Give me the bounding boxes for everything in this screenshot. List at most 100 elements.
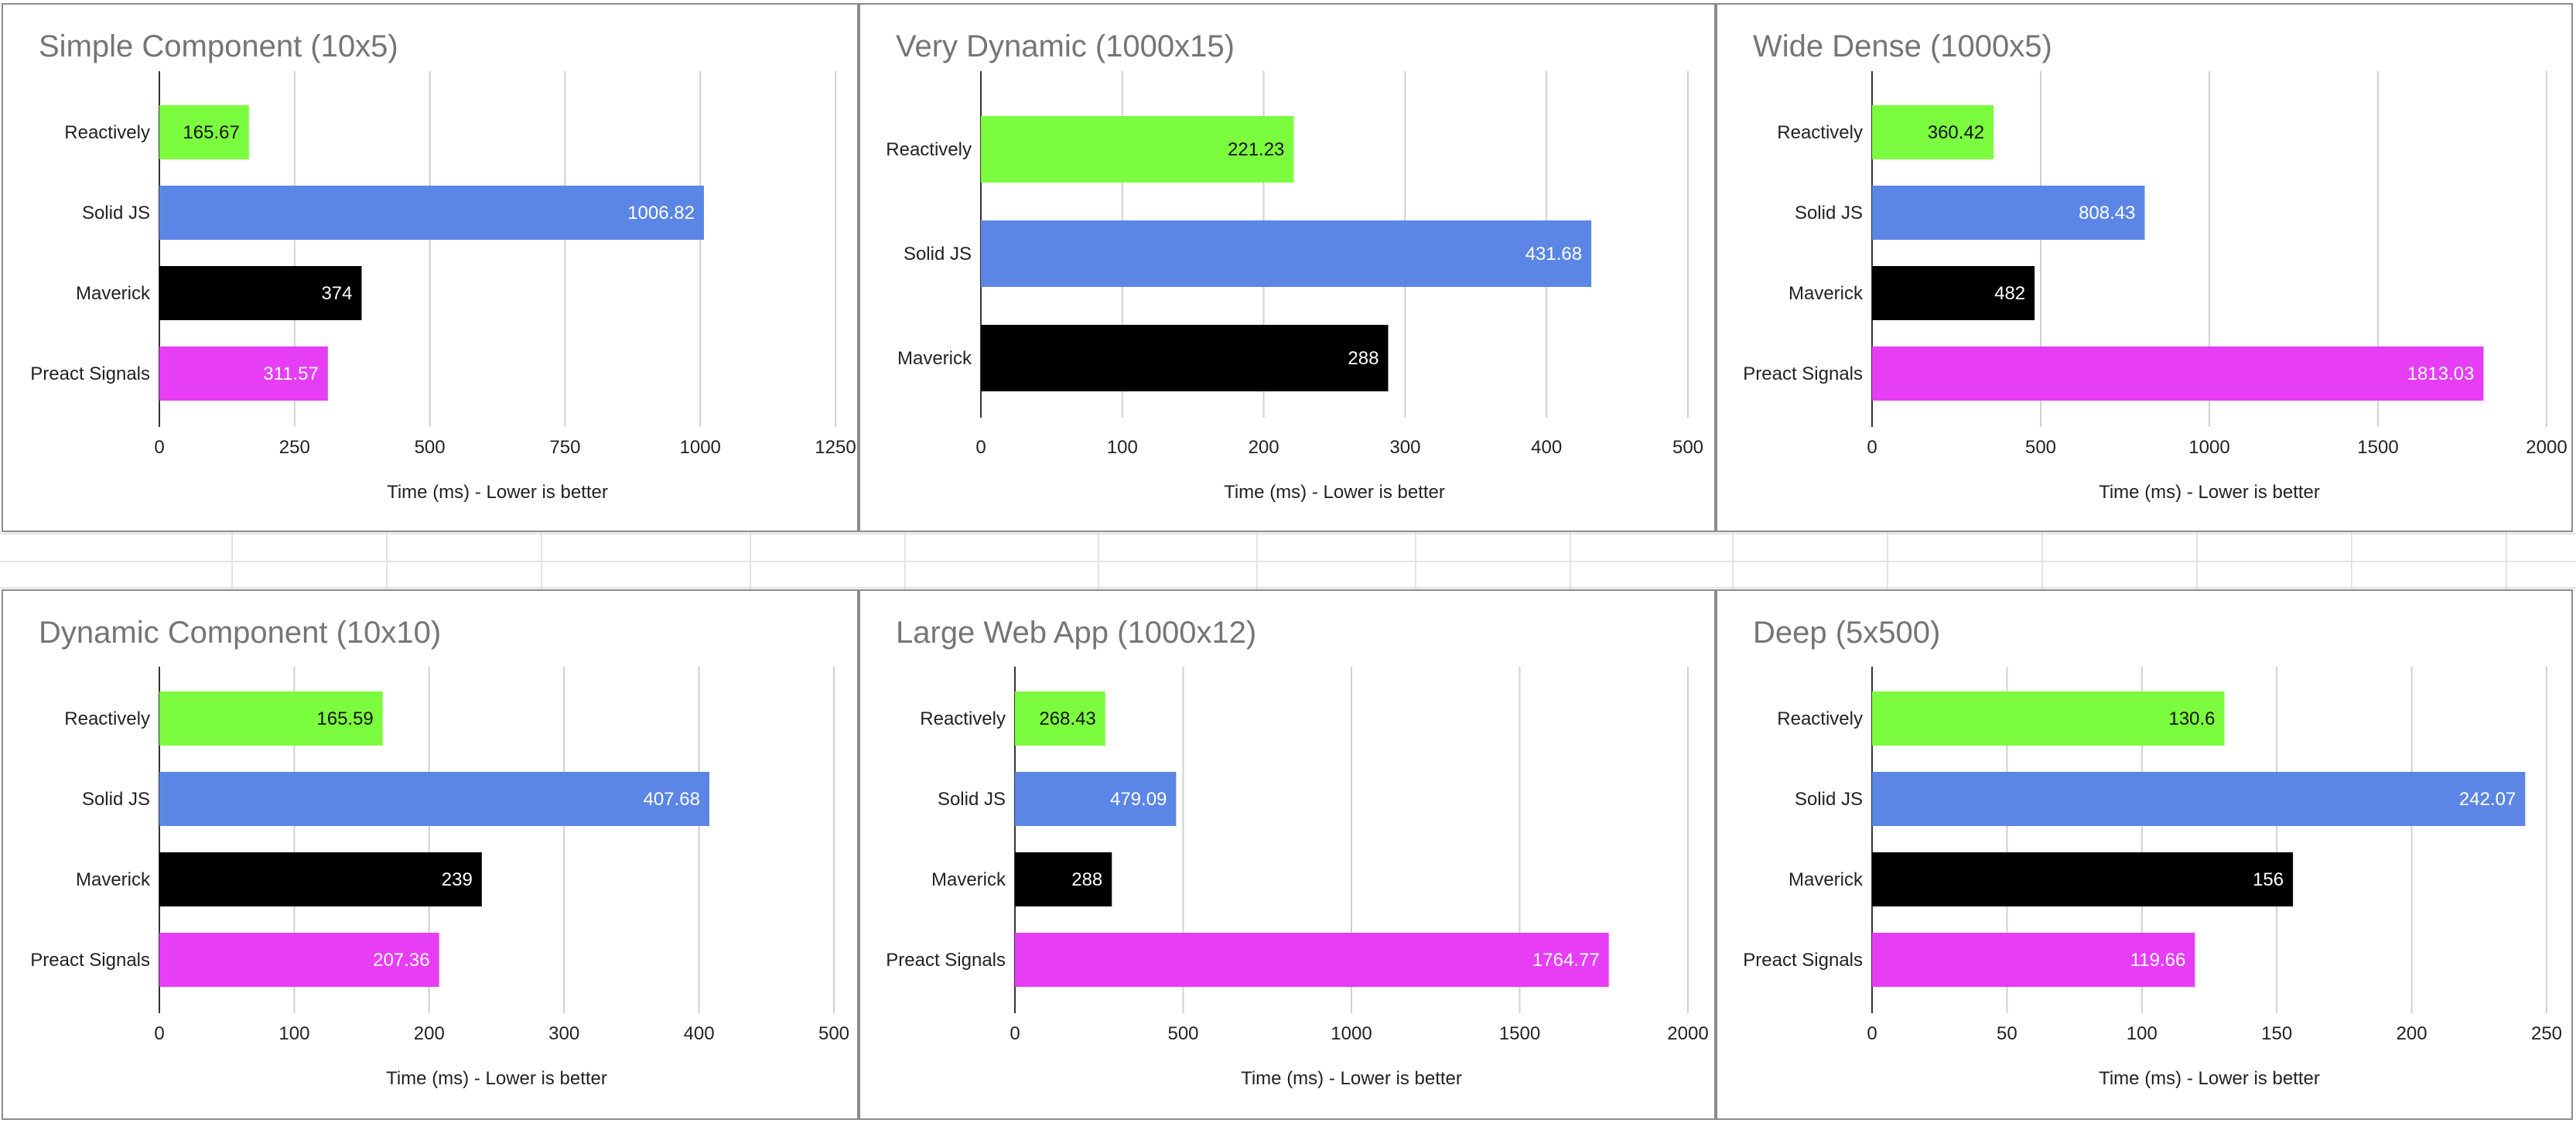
bar-maverick[interactable]: [1872, 852, 2294, 906]
bar-chart-large-web-app: 0 500 1000 1500 2000 Reactively 268.43 Solid JS…: [886, 667, 1709, 1089]
bar-maverick[interactable]: [1015, 852, 1112, 906]
chart-panel-wide-dense[interactable]: Wide Dense (1000x5) 0 500 1000 1500 2000 Reac…: [1716, 3, 2573, 532]
x-axis-title: Time (ms) - Lower is better: [2099, 482, 2320, 503]
category-label: Solid JS: [904, 244, 972, 265]
category-label: Reactively: [1777, 122, 1863, 143]
data-label: 239: [442, 869, 473, 890]
x-tick-label: 1000: [1331, 1023, 1372, 1044]
x-tick-label: 300: [1389, 437, 1420, 458]
category-label: Maverick: [1789, 869, 1864, 890]
chart-title: Wide Dense (1000x5): [1753, 29, 2052, 63]
category-label: Maverick: [76, 869, 151, 890]
data-label: 156: [2253, 869, 2284, 890]
x-tick-label: 500: [415, 437, 446, 458]
bar-chart-simple-component: 0 250 500 750 1000 1250 Reactively 165.67 Solid …: [30, 71, 856, 503]
x-tick-label: 0: [1867, 437, 1877, 458]
x-axis-title: Time (ms) - Lower is better: [2099, 1068, 2320, 1089]
x-tick-label: 1500: [1499, 1023, 1540, 1044]
x-tick-label: 2000: [1667, 1023, 1708, 1044]
x-tick-label: 0: [1010, 1023, 1020, 1044]
x-axis-title: Time (ms) - Lower is better: [1224, 482, 1445, 503]
data-label: 1006.82: [627, 203, 695, 224]
category-label: Reactively: [64, 122, 150, 143]
chart-title: Dynamic Component (10x10): [39, 616, 442, 650]
x-tick-label: 250: [2531, 1023, 2562, 1044]
bar-maverick[interactable]: [159, 266, 362, 320]
data-label: 1813.03: [2407, 364, 2475, 384]
category-label: Reactively: [1777, 708, 1863, 729]
x-tick-label: 1000: [680, 437, 721, 458]
chart-panel-large-web-app[interactable]: Large Web App (1000x12) 0 500 1000 1500 2000…: [859, 589, 1716, 1120]
data-label: 288: [1348, 348, 1379, 369]
bar-solid-js[interactable]: [981, 220, 1592, 287]
bar-chart-dynamic-component: 0 100 200 300 400 500 Reactively 165.59 Solid JS…: [30, 667, 849, 1089]
chart-panel-dynamic-component[interactable]: Dynamic Component (10x10) 0 100 200 300 400 5…: [2, 589, 859, 1120]
bar-chart-deep: 0 50 100 150 200 250 Reactively 130.6 Solid JS 24…: [1743, 667, 2562, 1089]
bar-reactively[interactable]: [1015, 691, 1105, 746]
category-label: Maverick: [76, 283, 151, 304]
data-label: 130.6: [2168, 708, 2215, 729]
category-label: Solid JS: [1795, 203, 1863, 224]
data-label: 221.23: [1228, 139, 1284, 160]
category-label: Reactively: [886, 139, 972, 160]
bar-preact-signals[interactable]: [159, 933, 439, 987]
category-label: Maverick: [897, 348, 972, 369]
bar-maverick[interactable]: [1872, 266, 2035, 320]
bar-reactively[interactable]: [159, 691, 383, 746]
x-tick-label: 500: [1672, 437, 1703, 458]
bar-maverick[interactable]: [981, 325, 1389, 391]
data-label: 374: [321, 283, 352, 304]
x-tick-label: 0: [1867, 1023, 1877, 1044]
data-label: 360.42: [1928, 122, 1984, 143]
chart-panel-simple-component[interactable]: Simple Component (10x5) 0 250 500 750 1000 12…: [2, 3, 859, 532]
x-tick-label: 300: [548, 1023, 579, 1044]
bar-solid-js[interactable]: [159, 772, 709, 826]
x-tick-label: 1000: [2188, 437, 2229, 458]
bar-chart-wide-dense: 0 500 1000 1500 2000 Reactively 360.42 Solid JS…: [1743, 71, 2567, 503]
x-axis-title: Time (ms) - Lower is better: [1241, 1068, 1462, 1089]
x-axis-title: Time (ms) - Lower is better: [387, 482, 608, 503]
data-label: 207.36: [373, 950, 429, 971]
x-tick-label: 150: [2261, 1023, 2292, 1044]
data-label: 165.67: [183, 122, 239, 143]
bar-reactively[interactable]: [1872, 105, 1994, 159]
x-tick-label: 100: [278, 1023, 309, 1044]
x-tick-label: 0: [154, 437, 164, 458]
x-tick-label: 500: [2025, 437, 2056, 458]
category-label: Solid JS: [82, 789, 150, 810]
chart-panel-deep[interactable]: Deep (5x500) 0 50 100 150 200 250 Reactively 13…: [1716, 589, 2573, 1120]
bar-solid-js[interactable]: [159, 186, 704, 240]
bar-solid-js[interactable]: [1015, 772, 1177, 826]
bar-chart-very-dynamic: 0 100 200 300 400 500 Reactively 221.23 Solid JS…: [886, 71, 1703, 503]
data-label: 482: [1994, 283, 2025, 304]
bar-solid-js[interactable]: [1872, 186, 2145, 240]
category-label: Maverick: [1789, 283, 1864, 304]
category-label: Preact Signals: [1743, 364, 1863, 384]
x-tick-label: 200: [414, 1023, 445, 1044]
bar-solid-js[interactable]: [1872, 772, 2526, 826]
category-label: Reactively: [920, 708, 1006, 729]
bar-preact-signals[interactable]: [1015, 933, 1609, 987]
x-tick-label: 2000: [2526, 437, 2567, 458]
category-label: Solid JS: [1795, 789, 1863, 810]
bar-preact-signals[interactable]: [1872, 933, 2195, 987]
data-label: 119.66: [2130, 950, 2186, 971]
x-tick-label: 200: [2397, 1023, 2427, 1044]
x-tick-label: 100: [1107, 437, 1138, 458]
bar-preact-signals[interactable]: [159, 346, 328, 401]
data-label: 1764.77: [1532, 950, 1600, 971]
bar-reactively[interactable]: [159, 105, 249, 159]
x-tick-label: 1500: [2357, 437, 2398, 458]
chart-panel-very-dynamic[interactable]: Very Dynamic (1000x15) 0 100 200 300 400 500 R…: [859, 3, 1716, 532]
bar-reactively[interactable]: [981, 116, 1294, 183]
data-label: 311.57: [263, 364, 319, 384]
x-tick-label: 400: [1531, 437, 1562, 458]
bar-reactively[interactable]: [1872, 691, 2225, 746]
bar-maverick[interactable]: [159, 852, 482, 906]
chart-title: Very Dynamic (1000x15): [896, 29, 1235, 63]
category-label: Solid JS: [938, 789, 1006, 810]
x-tick-label: 750: [549, 437, 580, 458]
category-label: Preact Signals: [30, 950, 150, 971]
bar-preact-signals[interactable]: [1872, 346, 2484, 401]
